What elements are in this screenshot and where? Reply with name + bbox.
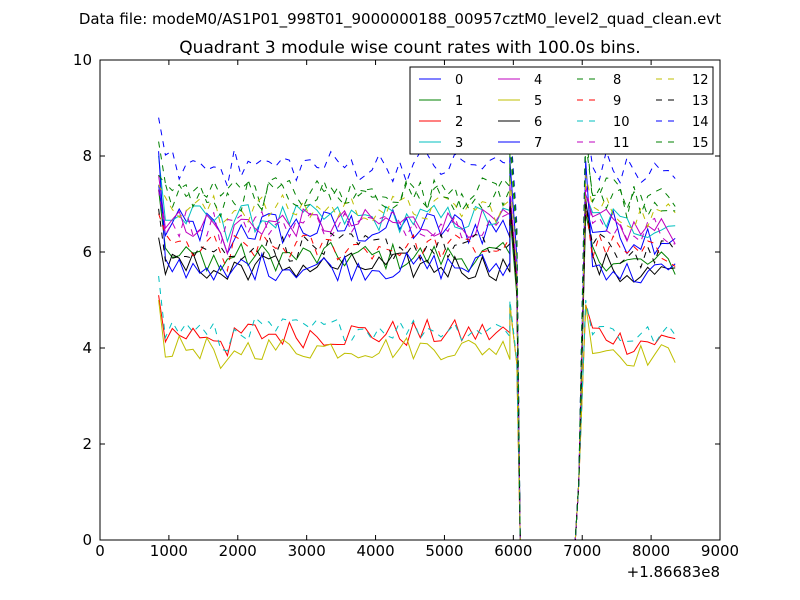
legend-label: 11 <box>613 136 630 151</box>
series-line-9 <box>158 203 676 541</box>
series-line-7 <box>158 151 676 541</box>
x-tick-label: 4000 <box>356 542 394 560</box>
axes-frame <box>99 59 721 541</box>
x-offset-label: +1.86683e8 <box>627 563 720 581</box>
series-line-1 <box>158 189 676 541</box>
legend-label: 3 <box>455 136 463 151</box>
legend-label: 0 <box>455 73 463 88</box>
y-tick-label: 0 <box>82 531 92 549</box>
y-tick-label: 2 <box>82 435 92 453</box>
legend-label: 15 <box>692 136 709 151</box>
x-tick-label: 7000 <box>563 542 601 560</box>
y-tick-label: 4 <box>82 339 92 357</box>
x-tick-label: 5000 <box>425 542 463 560</box>
x-tick-label: 0 <box>95 542 105 560</box>
x-tick-label: 2000 <box>219 542 257 560</box>
series-line-11 <box>158 184 676 541</box>
legend-box <box>409 66 714 155</box>
legend-label: 1 <box>455 94 463 109</box>
y-tick-label: 10 <box>73 51 92 69</box>
series-line-8 <box>158 141 676 541</box>
series-line-12 <box>158 175 676 541</box>
y-tick-label: 8 <box>82 147 92 165</box>
chart-title: Quadrant 3 module wise count rates with … <box>179 38 640 58</box>
x-tick-label: 1000 <box>150 542 188 560</box>
plot-lines <box>158 117 676 541</box>
x-tick-label: 9000 <box>701 542 739 560</box>
series-line-13 <box>158 203 676 541</box>
series-line-6 <box>158 199 676 541</box>
axis-ticks: 0 1000 2000 3000 4000 5000 6000 7000 8000 9000 0 2 4… <box>73 51 739 560</box>
legend-label: 2 <box>455 115 463 130</box>
legend-label: 9 <box>613 94 621 109</box>
legend-label: 8 <box>613 73 621 88</box>
series-line-0 <box>158 184 676 541</box>
y-tick-label: 6 <box>82 243 92 261</box>
legend-label: 10 <box>613 115 630 130</box>
legend-label: 14 <box>692 115 709 130</box>
legend-label: 6 <box>534 115 542 130</box>
x-tick-label: 8000 <box>632 542 670 560</box>
x-tick-label: 3000 <box>288 542 326 560</box>
series-line-4 <box>158 175 676 541</box>
series-line-3 <box>158 155 676 541</box>
legend-label: 12 <box>692 73 709 88</box>
series-line-10 <box>158 275 676 541</box>
figure-suptitle: Data file: modeM0/AS1P01_998T01_90000001… <box>79 10 721 29</box>
legend-label: 13 <box>692 94 709 109</box>
legend-label: 5 <box>534 94 542 109</box>
series-line-14 <box>158 117 676 541</box>
legend-label: 4 <box>534 73 542 88</box>
legend-label: 7 <box>534 136 542 151</box>
series-line-15 <box>158 127 676 541</box>
x-tick-label: 6000 <box>494 542 532 560</box>
series-line-5 <box>158 299 676 541</box>
series-line-2 <box>158 295 676 541</box>
